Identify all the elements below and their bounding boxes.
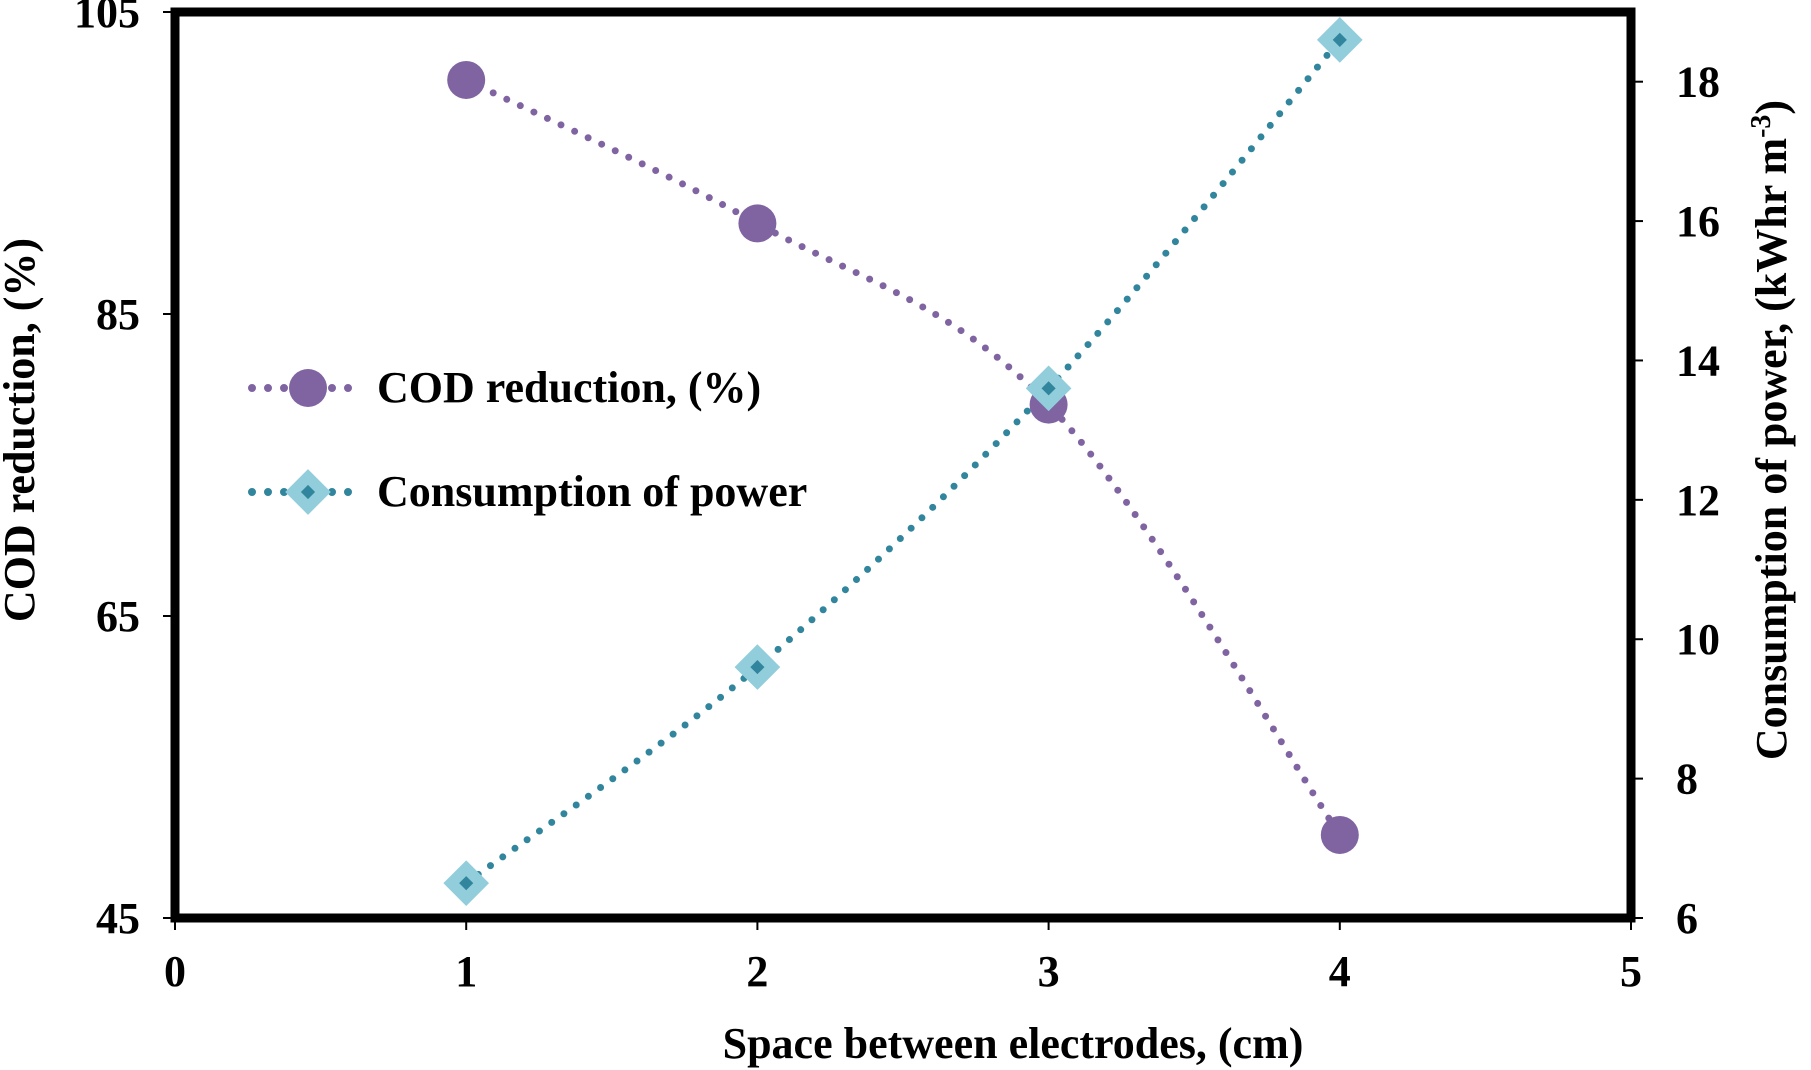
y2-tick-label: 8 xyxy=(1676,755,1698,804)
legend-label-cod: COD reduction, (%) xyxy=(377,363,761,412)
x-tick-label: 4 xyxy=(1329,947,1351,996)
power-point-center xyxy=(750,660,765,675)
x-tick-label: 2 xyxy=(746,947,768,996)
plot-frame xyxy=(170,7,1636,923)
y2-tick-label: 12 xyxy=(1676,476,1720,525)
legend-label-power: Consumption of power xyxy=(377,467,807,516)
y-tick-label: 45 xyxy=(96,894,140,943)
y-axis-left: 45 65 85 105 xyxy=(74,0,175,943)
legend: COD reduction, (%) Consumption of power xyxy=(248,363,807,516)
cod-point xyxy=(447,60,486,99)
y2-tick-label: 6 xyxy=(1676,894,1698,943)
x-axis: 0 1 2 3 4 5 xyxy=(164,918,1642,996)
y2-tick-label: 14 xyxy=(1676,336,1720,385)
x-tick-label: 5 xyxy=(1620,947,1642,996)
y2-tick-label: 16 xyxy=(1676,197,1720,246)
x-tick-label: 3 xyxy=(1038,947,1060,996)
power-point-center xyxy=(1041,381,1056,396)
y2-tick-label: 10 xyxy=(1676,615,1720,664)
y2-axis-title-close: ) xyxy=(1747,100,1796,115)
y-tick-label: 65 xyxy=(96,592,140,641)
y2-axis-title-sup: -3 xyxy=(1746,115,1777,138)
series-line-cod xyxy=(462,76,1344,839)
y-tick-label: 85 xyxy=(96,290,140,339)
cod-point xyxy=(738,204,777,243)
series-line-power xyxy=(462,36,1344,887)
series-lines xyxy=(462,36,1344,887)
y-tick-label: 105 xyxy=(74,0,140,37)
power-point-center xyxy=(1332,32,1347,47)
x-axis-title: Space between electrodes, (cm) xyxy=(723,1019,1304,1068)
y-axis-title: COD reduction, (%) xyxy=(0,238,44,622)
y2-axis-title: Consumption of power, (kWhr m-3) xyxy=(1746,100,1796,760)
legend-marker-cod xyxy=(289,369,327,407)
x-tick-label: 0 xyxy=(164,947,186,996)
power-point-center xyxy=(459,876,474,891)
y2-axis-title-main: Consumption of power, (kWhr m xyxy=(1747,138,1796,760)
x-tick-label: 1 xyxy=(455,947,477,996)
legend-item-cod: COD reduction, (%) xyxy=(248,363,761,412)
legend-item-power: Consumption of power xyxy=(248,467,807,516)
cod-point xyxy=(1320,815,1359,854)
series-markers xyxy=(443,17,1363,906)
legend-marker-power-center xyxy=(300,484,316,500)
y2-tick-label: 18 xyxy=(1676,58,1720,107)
y-axis-right: 6 8 10 12 14 16 18 xyxy=(1631,58,1720,943)
